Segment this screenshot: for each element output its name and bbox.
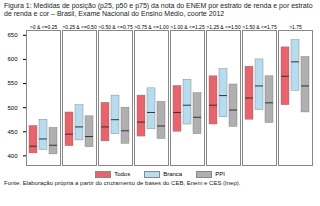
html-text:Branca: Branca bbox=[163, 171, 183, 177]
svg-text:>0.25 & <=0.50: >0.25 & <=0.50 bbox=[62, 24, 97, 30]
html-text:Figura 1: Medidas de posição (: Figura 1: Medidas de posição (p25, p50 e… bbox=[4, 2, 313, 17]
html-text:Fonte: Elaboração própria a pa: Fonte: Elaboração própria a partir do cr… bbox=[4, 180, 241, 186]
svg-text:>0.50 & <=0.75: >0.50 & <=0.75 bbox=[98, 24, 133, 30]
svg-text:500: 500 bbox=[7, 105, 18, 111]
svg-text:>1.00 & <=1.25: >1.00 & <=1.25 bbox=[170, 24, 205, 30]
svg-text:550: 550 bbox=[7, 80, 18, 86]
svg-text:>1.50 & <=1.75: >1.50 & <=1.75 bbox=[242, 24, 277, 30]
svg-text:400: 400 bbox=[7, 153, 18, 159]
svg-text:>1.25 & <=1.50: >1.25 & <=1.50 bbox=[206, 24, 241, 30]
svg-text:>0 & <=0.25: >0 & <=0.25 bbox=[30, 24, 58, 30]
svg-text:450: 450 bbox=[7, 129, 18, 135]
html-text:PPI: PPI bbox=[215, 171, 225, 177]
svg-text:650: 650 bbox=[7, 32, 18, 38]
html-text:Todos: Todos bbox=[114, 171, 131, 177]
svg-text:600: 600 bbox=[7, 56, 18, 62]
svg-text:>0.75 & <=1.00: >0.75 & <=1.00 bbox=[134, 24, 169, 30]
svg-text:>1.75: >1.75 bbox=[289, 24, 302, 30]
